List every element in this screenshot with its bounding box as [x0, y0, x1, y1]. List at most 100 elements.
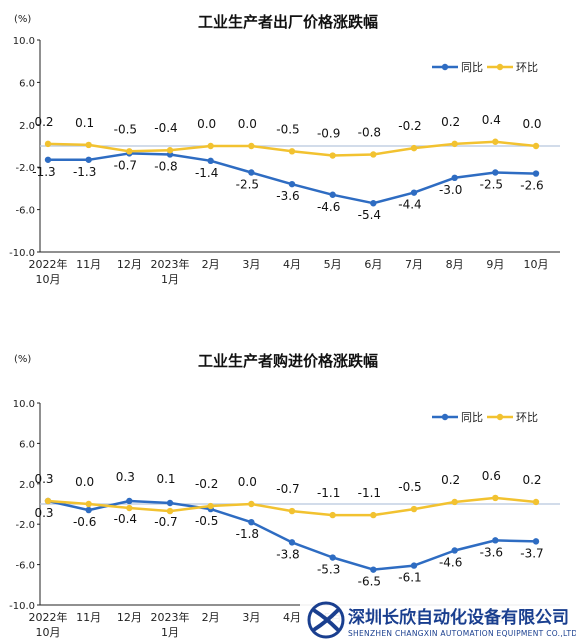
- data-label-yoy: -5.4: [358, 208, 381, 222]
- data-label-yoy: -0.5: [195, 514, 218, 528]
- data-label-mom: -0.9: [317, 127, 340, 141]
- x-tick-label: 3月: [242, 258, 260, 271]
- data-point-yoy: [370, 200, 377, 207]
- data-point-mom: [44, 140, 52, 148]
- x-tick-label: 4月: [283, 258, 301, 271]
- data-label-yoy: -4.6: [439, 555, 462, 569]
- chart-output-price: 工业生产者出厂价格涨跌幅(%)10.06.02.0-2.0-6.0-10.020…: [9, 13, 560, 286]
- data-label-yoy: -1.8: [236, 527, 259, 541]
- data-label-yoy: -1.3: [32, 165, 55, 179]
- x-tick-label-sub: 10月: [36, 273, 61, 286]
- data-point-mom: [370, 151, 377, 158]
- data-label-mom: 0.2: [441, 115, 460, 129]
- data-label-mom: 0.2: [34, 115, 53, 129]
- data-label-yoy: -0.8: [154, 159, 177, 173]
- data-point-mom: [248, 142, 255, 150]
- x-tick-label-sub: 1月: [161, 626, 179, 639]
- data-point-yoy: [248, 518, 255, 526]
- data-label-yoy: -0.7: [114, 158, 137, 172]
- data-label-mom: -0.7: [276, 482, 299, 496]
- data-label-yoy: -6.1: [398, 571, 421, 585]
- data-label-yoy: 0.3: [34, 506, 53, 520]
- y-tick-label: -2.0: [15, 163, 35, 174]
- legend-label-yoy: 同比: [461, 61, 483, 74]
- data-point-yoy: [451, 174, 458, 181]
- data-point-mom: [207, 142, 214, 150]
- data-label-yoy: -3.7: [520, 546, 543, 560]
- data-label-yoy: -3.6: [276, 189, 299, 203]
- data-label-mom: -0.5: [398, 480, 421, 494]
- x-tick-label: 3月: [242, 611, 260, 624]
- data-point-mom: [85, 500, 92, 508]
- data-point-mom: [166, 147, 174, 154]
- data-label-mom: -0.8: [358, 125, 381, 139]
- data-label-mom: -0.7: [154, 515, 177, 529]
- data-point-mom: [126, 148, 133, 155]
- y-tick-label: 2.0: [19, 121, 35, 132]
- x-tick-label: 2022年: [29, 257, 68, 271]
- data-point-yoy: [166, 499, 174, 507]
- data-point-yoy: [329, 554, 336, 561]
- legend-marker-yoy: [441, 63, 449, 71]
- data-label-mom: -1.1: [317, 486, 340, 500]
- x-tick-label: 10月: [524, 258, 549, 271]
- x-tick-label: 5月: [324, 258, 342, 271]
- data-label-yoy: -2.5: [236, 178, 259, 192]
- x-tick-label: 11月: [76, 258, 101, 271]
- x-tick-label: 2022年: [29, 610, 68, 624]
- data-point-yoy: [85, 156, 92, 163]
- data-label-yoy: -3.8: [276, 547, 299, 561]
- x-tick-label: 9月: [486, 258, 504, 271]
- data-point-mom: [288, 148, 296, 155]
- data-label-mom: 0.0: [522, 117, 541, 131]
- data-label-mom: -0.4: [114, 512, 137, 526]
- data-label-mom: 0.1: [75, 116, 94, 130]
- data-point-yoy: [44, 156, 52, 163]
- data-label-mom: -0.2: [398, 119, 421, 133]
- data-point-mom: [126, 504, 133, 512]
- chart-title: 工业生产者出厂价格涨跌幅: [198, 13, 378, 31]
- data-point-yoy: [329, 191, 336, 198]
- data-label-yoy: -6.5: [358, 575, 381, 589]
- legend-label-mom: 环比: [516, 61, 538, 74]
- data-label-yoy: -2.6: [520, 179, 543, 193]
- data-label-mom: -0.4: [154, 121, 177, 135]
- data-point-yoy: [451, 547, 458, 554]
- data-point-mom: [44, 497, 52, 505]
- data-label-mom: 0.6: [482, 469, 501, 483]
- data-point-yoy: [85, 506, 92, 514]
- data-point-mom: [451, 140, 458, 148]
- data-label-yoy: 0.1: [156, 472, 175, 486]
- data-label-mom: 0.0: [238, 475, 257, 489]
- data-point-yoy: [207, 157, 214, 165]
- x-tick-label-sub: 10月: [36, 626, 61, 639]
- data-point-mom: [248, 500, 255, 508]
- data-point-yoy: [288, 180, 296, 188]
- y-tick-label: -6.0: [15, 206, 35, 217]
- data-point-mom: [532, 498, 540, 506]
- legend-label-yoy: 同比: [461, 411, 483, 424]
- data-point-mom: [207, 502, 214, 510]
- data-point-yoy: [288, 539, 296, 546]
- company-watermark: 深圳长欣自动化设备有限公司 SHENZHEN CHANGXIN AUTOMATI…: [300, 598, 576, 643]
- data-point-mom: [166, 507, 174, 515]
- data-label-mom: 0.2: [522, 473, 541, 487]
- data-point-mom: [492, 494, 499, 502]
- y-tick-label: 10.0: [13, 36, 35, 47]
- y-tick-label: -2.0: [15, 520, 35, 531]
- data-point-mom: [329, 511, 336, 519]
- y-unit-label: (%): [14, 354, 31, 365]
- data-label-yoy: -5.3: [317, 563, 340, 577]
- x-tick-label-sub: 1月: [161, 273, 179, 286]
- legend-marker-mom: [496, 413, 504, 421]
- legend-marker-yoy: [441, 413, 449, 421]
- chart-purchase-price: 工业生产者购进价格涨跌幅(%)10.06.02.0-2.0-6.0-10.020…: [9, 352, 560, 639]
- watermark-backdrop: [300, 598, 576, 643]
- x-tick-label: 2月: [202, 611, 220, 624]
- data-point-yoy: [410, 562, 418, 569]
- data-label-mom: 0.3: [34, 472, 53, 486]
- y-tick-label: -10.0: [9, 601, 35, 612]
- data-point-mom: [532, 142, 540, 150]
- data-point-yoy: [370, 566, 377, 573]
- y-tick-label: 10.0: [13, 399, 35, 410]
